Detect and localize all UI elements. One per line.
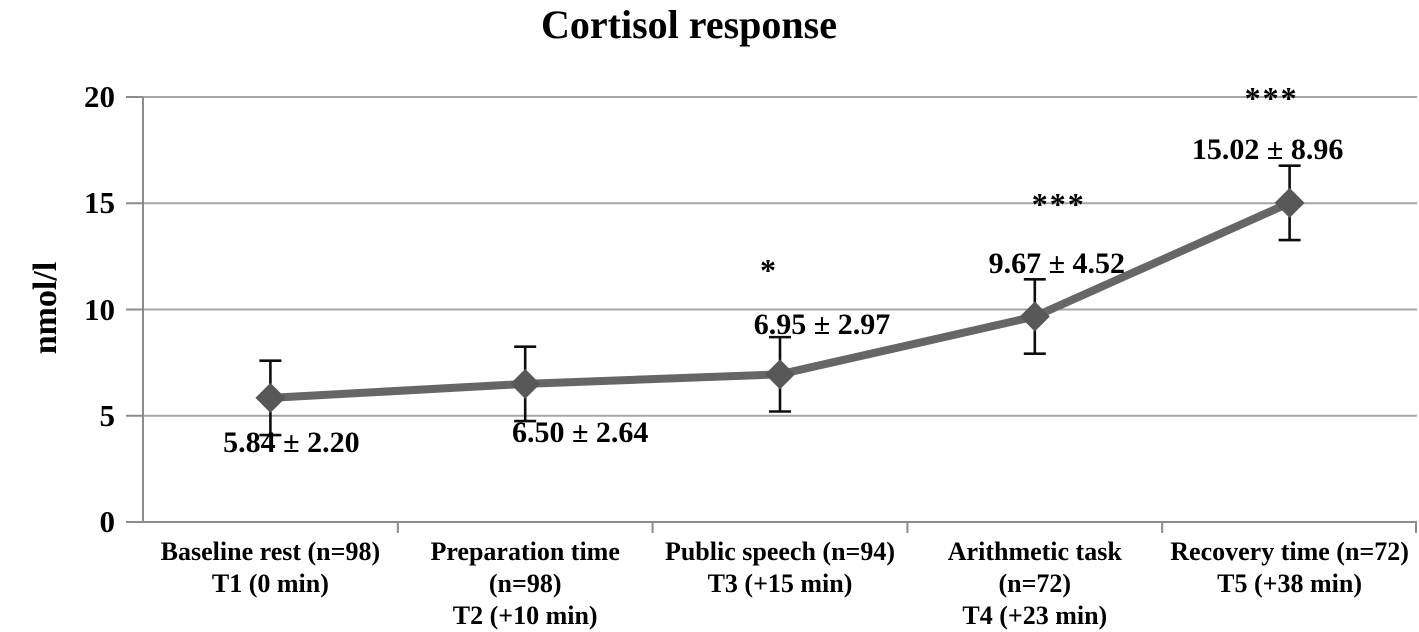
y-tick-label: 20	[84, 79, 115, 114]
data-point-marker	[255, 382, 286, 413]
significance-marker: ***	[1244, 79, 1299, 116]
x-tick-label: Recovery time (n=72) T5 (+38 min)	[1157, 536, 1419, 600]
x-tick-label: Arithmetic task (n=72) T4 (+23 min)	[902, 536, 1168, 632]
significance-marker: ***	[1031, 185, 1086, 222]
data-point-marker	[1019, 301, 1050, 332]
chart-title: Cortisol response	[541, 2, 837, 47]
x-tick-label-line: T5 (+38 min)	[1217, 569, 1362, 598]
x-tick-label-line: Preparation time	[430, 537, 620, 566]
x-tick-label: Baseline rest (n=98) T1 (0 min)	[137, 536, 403, 600]
x-tick-label-line: T1 (0 min)	[211, 569, 329, 598]
x-tick-label: Preparation time (n=98) T2 (+10 min)	[392, 536, 658, 632]
data-point-marker	[765, 359, 795, 390]
data-point-label: 15.02 ± 8.96	[1191, 132, 1344, 166]
data-point-label: 6.95 ± 2.97	[753, 308, 891, 342]
x-tick-label-line: (n=72)	[998, 569, 1072, 598]
x-tick-label-line: Arithmetic task	[947, 537, 1122, 566]
x-tick-label-line: Recovery time (n=72)	[1170, 537, 1409, 566]
x-tick-label: Public speech (n=94) T3 (+15 min)	[647, 536, 913, 600]
data-point-label: 9.67 ± 4.52	[988, 246, 1126, 280]
significance-marker: *	[760, 252, 778, 289]
y-tick-label: 15	[84, 185, 115, 221]
x-tick-label-line: T3 (+15 min)	[707, 569, 853, 598]
x-tick-label-line: (n=98)	[488, 569, 562, 598]
y-tick-label: 0	[99, 504, 116, 539]
data-point-label: 6.50 ± 2.64	[511, 415, 649, 449]
data-point-marker	[1274, 187, 1305, 218]
y-tick-label: 10	[84, 291, 115, 327]
y-tick-label: 5	[99, 397, 116, 433]
x-tick-label-line: Public speech (n=94)	[664, 537, 896, 566]
x-tick-label-line: T4 (+23 min)	[962, 601, 1108, 630]
data-point-marker	[510, 368, 541, 399]
x-tick-label-line: Baseline rest (n=98)	[160, 537, 381, 566]
x-tick-label-line: T2 (+10 min)	[452, 601, 598, 630]
data-point-label: 5.84 ± 2.20	[223, 425, 360, 459]
